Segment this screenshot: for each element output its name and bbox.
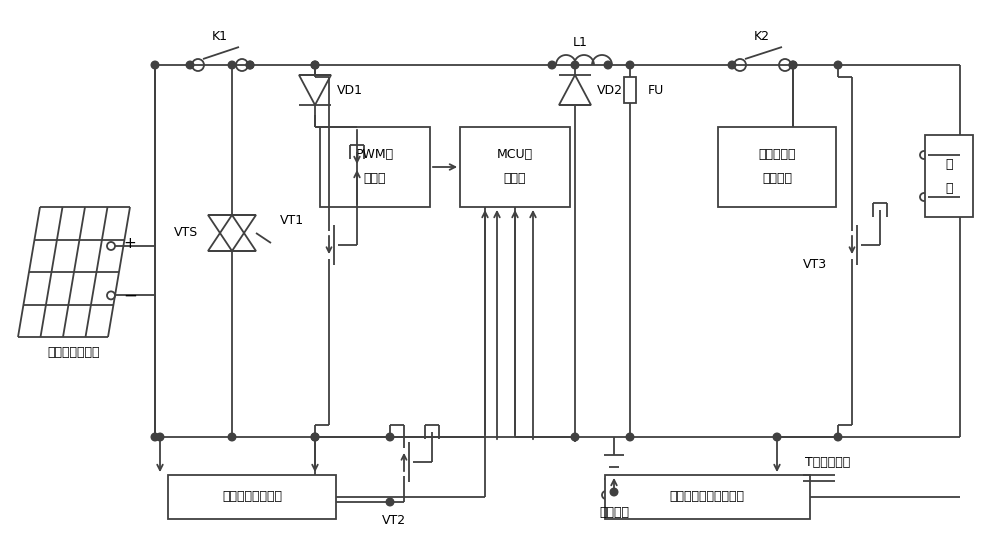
- Circle shape: [151, 433, 159, 441]
- Circle shape: [386, 433, 394, 441]
- Circle shape: [311, 61, 319, 69]
- Circle shape: [773, 433, 781, 441]
- Text: 输出保护及: 输出保护及: [758, 148, 796, 160]
- Circle shape: [311, 433, 319, 441]
- Circle shape: [789, 61, 797, 69]
- Circle shape: [548, 61, 556, 69]
- Circle shape: [604, 61, 612, 69]
- Circle shape: [834, 61, 842, 69]
- Text: 输入电压电流采样: 输入电压电流采样: [222, 491, 282, 503]
- Circle shape: [834, 433, 842, 441]
- Bar: [925, 135, 973, 217]
- Circle shape: [311, 433, 319, 441]
- Circle shape: [156, 433, 164, 441]
- Circle shape: [246, 61, 254, 69]
- Text: PWM功: PWM功: [356, 148, 394, 160]
- Text: K1: K1: [212, 31, 228, 43]
- Text: MCU微: MCU微: [497, 148, 533, 160]
- Text: 负: 负: [945, 158, 953, 170]
- Text: K2: K2: [754, 31, 770, 43]
- Text: VD1: VD1: [337, 83, 363, 97]
- Text: VTS: VTS: [174, 226, 198, 240]
- Text: 输出电压电流温度采样: 输出电压电流温度采样: [670, 491, 744, 503]
- Bar: [624, 77, 636, 103]
- Text: VD2: VD2: [597, 83, 623, 97]
- Circle shape: [311, 61, 319, 69]
- Circle shape: [228, 61, 236, 69]
- Circle shape: [789, 61, 797, 69]
- Text: 处理器: 处理器: [504, 171, 526, 184]
- Circle shape: [610, 488, 618, 496]
- Circle shape: [386, 498, 394, 506]
- Circle shape: [246, 61, 254, 69]
- Circle shape: [571, 433, 579, 441]
- Circle shape: [626, 433, 634, 441]
- Circle shape: [728, 61, 736, 69]
- Text: L1: L1: [573, 37, 587, 49]
- Text: 功率驱动: 功率驱动: [762, 171, 792, 184]
- Text: 载: 载: [945, 181, 953, 194]
- Text: 蓄电池组: 蓄电池组: [599, 507, 629, 519]
- Circle shape: [626, 61, 634, 69]
- Bar: [605, 475, 810, 519]
- Bar: [460, 127, 570, 207]
- Text: T温度传感器: T温度传感器: [805, 456, 850, 468]
- Circle shape: [151, 61, 159, 69]
- Text: 率驱动: 率驱动: [364, 171, 386, 184]
- Text: 太阳能电池方阵: 太阳能电池方阵: [48, 346, 100, 360]
- Text: VT1: VT1: [280, 214, 304, 226]
- Text: −: −: [123, 286, 137, 304]
- Bar: [718, 127, 836, 207]
- Circle shape: [228, 433, 236, 441]
- Text: +: +: [123, 236, 136, 251]
- Text: FU: FU: [648, 83, 664, 97]
- Bar: [320, 127, 430, 207]
- Text: VT3: VT3: [803, 259, 827, 271]
- Bar: [168, 475, 336, 519]
- Circle shape: [186, 61, 194, 69]
- Circle shape: [571, 61, 579, 69]
- Text: VT2: VT2: [382, 513, 406, 527]
